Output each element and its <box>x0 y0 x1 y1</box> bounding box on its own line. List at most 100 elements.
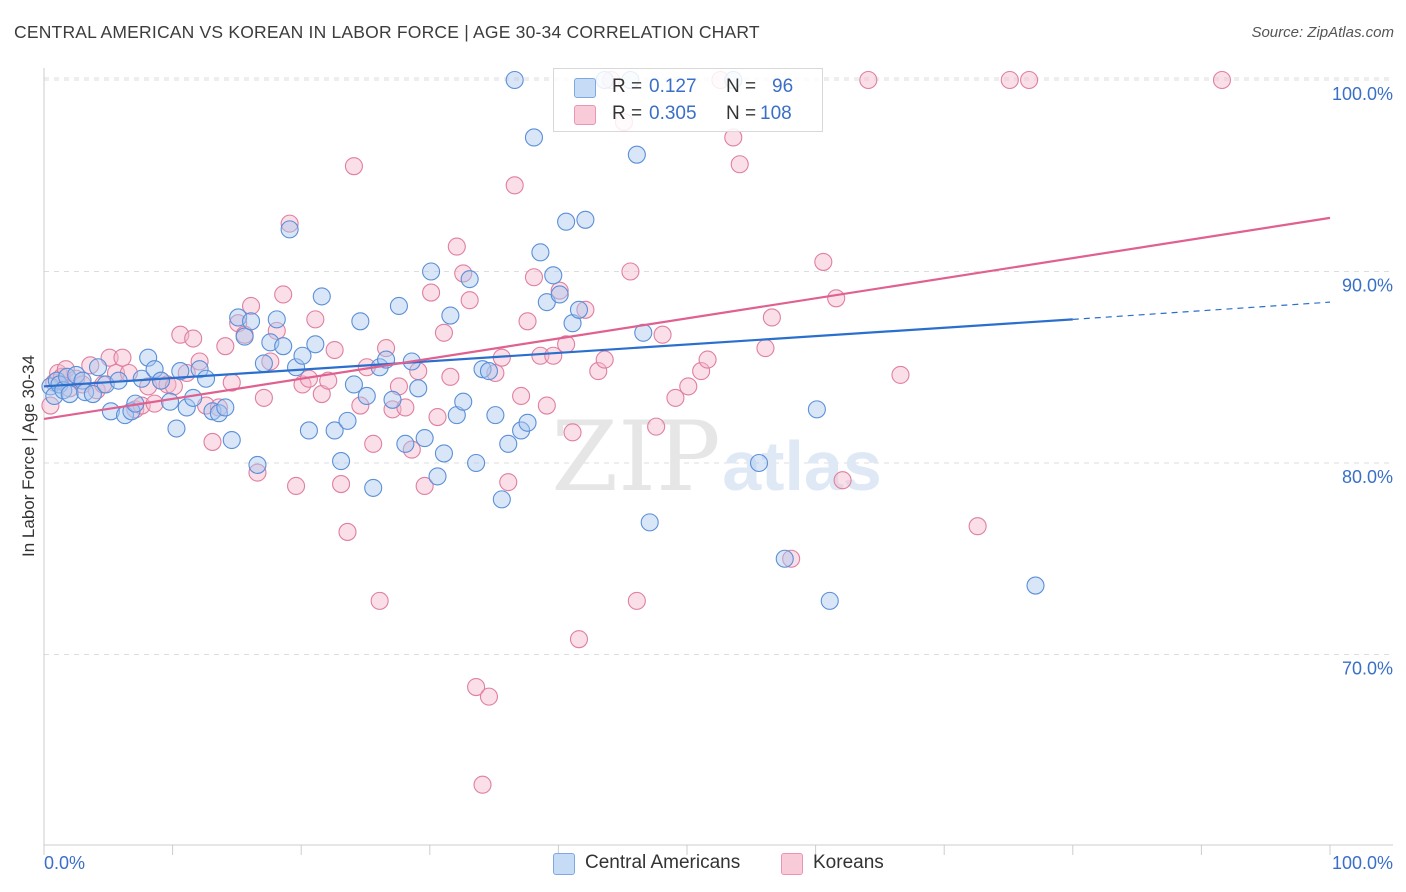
central-american-point <box>351 312 370 331</box>
central-americans-trend-extension <box>1072 301 1331 320</box>
central-american-point <box>422 262 441 281</box>
central-american-point <box>531 243 550 262</box>
central-american-point <box>544 266 563 285</box>
central-american-point <box>325 421 344 440</box>
korean-point <box>1212 70 1232 90</box>
korean-point <box>113 348 132 367</box>
r-value: 0.305 <box>649 103 697 124</box>
n-value: 108 <box>760 103 792 124</box>
central-american-point <box>383 390 402 409</box>
central-american-point <box>460 270 479 289</box>
central-american-point <box>151 371 171 390</box>
korean-point <box>544 346 563 365</box>
korean-point <box>81 356 100 375</box>
central-american-point <box>312 287 331 306</box>
watermark-zip: ZIP <box>551 401 720 513</box>
korean-point <box>479 687 499 706</box>
korean-point <box>537 396 556 415</box>
legend-label: Koreans <box>813 852 884 873</box>
central-american-point <box>389 296 408 316</box>
korean-point <box>241 296 261 316</box>
korean-point <box>499 473 518 492</box>
central-american-point <box>454 392 473 411</box>
r-label: R = <box>612 76 643 97</box>
central-american-point <box>145 360 164 379</box>
central-american-point <box>344 375 363 394</box>
stats-legend: R = 0.127 N = 96 R = 0.305 N = 108 <box>553 68 823 132</box>
n-label: N = <box>726 76 757 97</box>
korean-point <box>647 417 666 436</box>
korean-point <box>569 630 589 649</box>
central-american-point <box>640 513 659 532</box>
y-tick-label: 80.0% <box>1342 467 1393 487</box>
axes <box>43 68 1393 855</box>
grid-lines <box>44 77 1393 655</box>
central-american-point <box>167 419 186 438</box>
central-american-point <box>820 591 839 610</box>
r-value: 0.127 <box>649 76 697 97</box>
korean-point <box>332 475 351 494</box>
x-tick-label: 100.0% <box>1332 853 1393 873</box>
korean-point <box>576 300 595 319</box>
korean-point <box>762 308 781 327</box>
central-american-point <box>241 312 261 331</box>
korean-point <box>505 176 524 195</box>
central-american-point <box>409 379 428 398</box>
korean-point <box>730 155 749 174</box>
r-label: R = <box>612 103 643 124</box>
central-american-point <box>177 398 196 417</box>
korean-point <box>512 386 531 406</box>
source-label: Source: ZipAtlas.com <box>1251 24 1394 41</box>
central-american-point <box>499 434 518 453</box>
korean-point <box>814 252 833 271</box>
central-american-point <box>216 398 235 417</box>
central-american-point <box>479 362 499 381</box>
central-american-point <box>505 70 524 90</box>
trend-lines <box>43 216 1331 421</box>
central-american-point <box>338 411 357 430</box>
korean-point <box>248 463 267 482</box>
watermark-atlas: atlas <box>722 427 882 505</box>
korean-point <box>261 352 280 371</box>
central-american-point <box>254 354 273 373</box>
central-american-point <box>512 421 531 440</box>
korean-point <box>325 340 344 360</box>
koreans-trend-line <box>43 216 1331 421</box>
central-american-point <box>160 392 180 411</box>
central-american-point <box>88 358 108 377</box>
central-american-point <box>184 388 203 407</box>
y-axis-label: In Labor Force | Age 30-34 <box>19 355 38 557</box>
central-american-point <box>235 327 254 346</box>
korean-point <box>1020 70 1039 90</box>
korean-point <box>254 388 273 407</box>
korean-point <box>518 312 537 331</box>
central-american-point <box>467 453 486 473</box>
korean-point <box>833 471 852 490</box>
korean-point <box>473 775 492 794</box>
central-american-point <box>222 430 241 450</box>
korean-point <box>827 289 846 308</box>
korean-point <box>184 329 203 348</box>
central-americans-trend-line <box>43 318 1073 388</box>
central-american-point <box>139 348 158 367</box>
chart-title: CENTRAL AMERICAN VS KOREAN IN LABOR FORC… <box>14 22 760 42</box>
central-american-point <box>248 455 267 474</box>
korean-point <box>338 522 357 541</box>
korean-point <box>441 367 460 386</box>
korean-point <box>319 371 338 390</box>
korean-point <box>422 283 441 302</box>
central-american-point <box>518 413 537 432</box>
korean-point <box>627 591 646 610</box>
central-american-point <box>190 360 209 379</box>
korean-points <box>41 70 1232 794</box>
legend-row-koreans: R = 0.305 N = 108 <box>554 101 822 127</box>
korean-point <box>563 423 582 442</box>
korean-point <box>41 396 60 415</box>
korean-point <box>364 434 383 453</box>
central-american-point <box>441 306 460 325</box>
central-american-point <box>171 362 190 381</box>
central-american-point <box>473 360 492 379</box>
central-american-points <box>41 70 1045 610</box>
central-american-point <box>627 145 646 164</box>
